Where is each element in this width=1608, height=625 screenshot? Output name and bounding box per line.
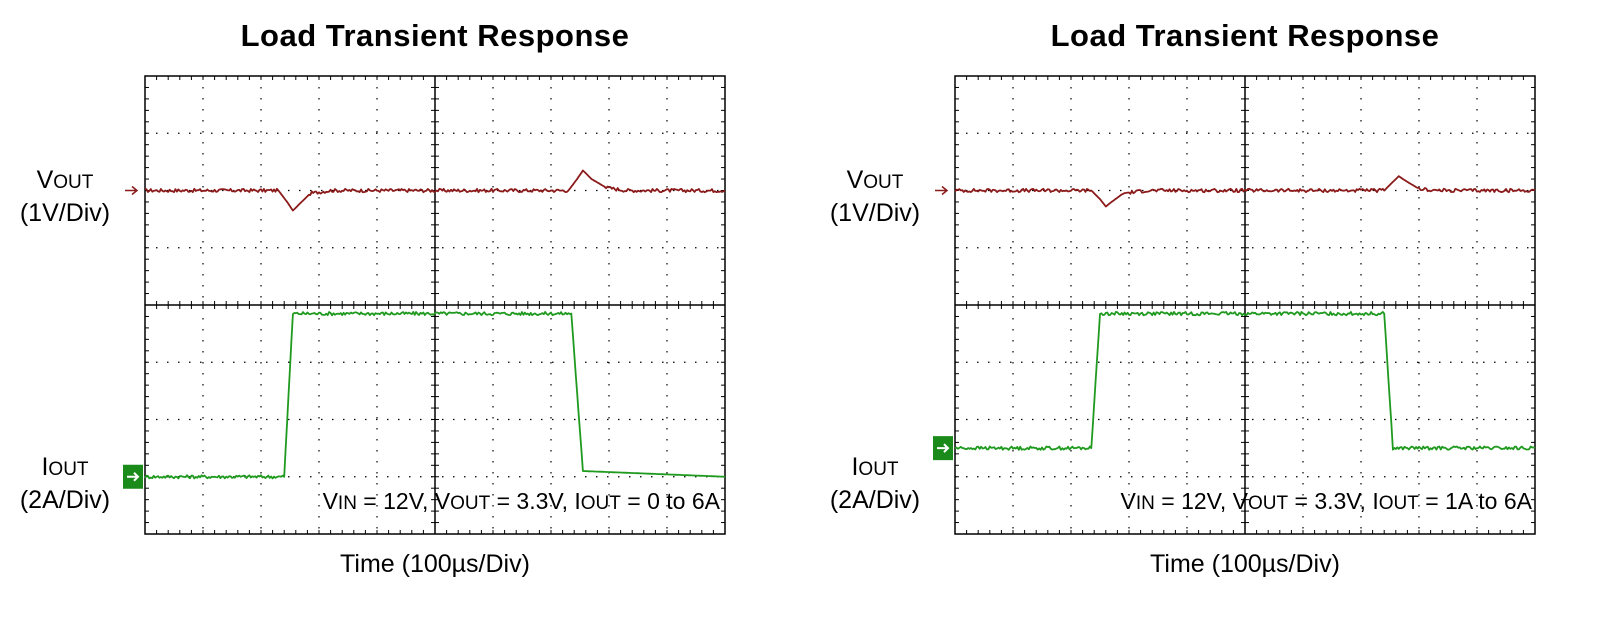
iout-trace	[144, 310, 726, 480]
chart-panel-right: Load Transient Response VOUT (1V/Div) IO…	[810, 0, 1600, 625]
vout-channel-label: VOUT (1V/Div)	[19, 166, 111, 227]
scope-plot	[933, 75, 1536, 535]
x-axis-label: Time (100µs/Div)	[1150, 550, 1340, 578]
iout-channel-label: IOUT (2A/Div)	[829, 453, 921, 514]
chart-title: Load Transient Response	[1050, 18, 1440, 53]
test-conditions: VIN = 12V, VOUT = 3.3V, IOUT = 1A to 6A	[1120, 488, 1532, 514]
vout-marker-icon	[935, 185, 949, 196]
iout-marker-arrow-icon	[937, 443, 950, 453]
iout-trace	[954, 310, 1536, 451]
vout-channel-label: VOUT (1V/Div)	[829, 166, 921, 227]
vout-marker-icon	[125, 185, 139, 196]
chart-panel-left: Load Transient Response VOUT (1V/Div) IO…	[0, 0, 790, 625]
test-conditions: VIN = 12V, VOUT = 3.3V, IOUT = 0 to 6A	[322, 488, 720, 514]
scope-plot	[123, 75, 726, 535]
chart-title: Load Transient Response	[240, 18, 630, 53]
vout-trace	[144, 169, 726, 212]
iout-marker-arrow-icon	[127, 472, 140, 482]
vout-trace	[954, 175, 1536, 208]
x-axis-label: Time (100µs/Div)	[340, 550, 530, 578]
iout-channel-label: IOUT (2A/Div)	[19, 453, 111, 514]
